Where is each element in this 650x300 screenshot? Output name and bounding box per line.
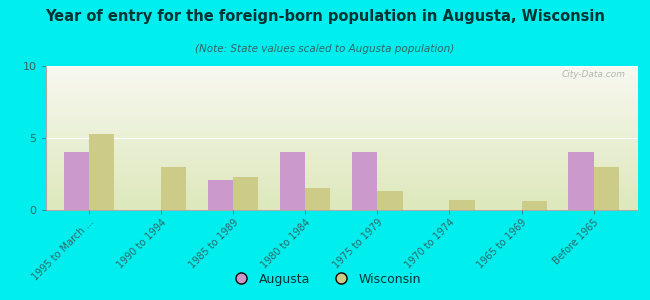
Legend: Augusta, Wisconsin: Augusta, Wisconsin xyxy=(224,268,426,291)
Bar xyxy=(569,152,593,210)
Bar xyxy=(64,152,89,210)
Bar xyxy=(280,152,305,210)
Bar xyxy=(161,167,186,210)
Bar xyxy=(593,167,619,210)
Text: (Note: State values scaled to Augusta population): (Note: State values scaled to Augusta po… xyxy=(196,44,454,53)
Bar xyxy=(233,177,258,210)
Bar xyxy=(521,201,547,210)
Bar xyxy=(306,188,330,210)
Bar xyxy=(377,191,402,210)
Text: Year of entry for the foreign-born population in Augusta, Wisconsin: Year of entry for the foreign-born popul… xyxy=(45,9,605,24)
Text: City-Data.com: City-Data.com xyxy=(561,70,625,79)
Bar xyxy=(449,200,474,210)
Bar xyxy=(352,152,377,210)
Bar xyxy=(89,134,114,210)
Bar xyxy=(208,180,233,210)
